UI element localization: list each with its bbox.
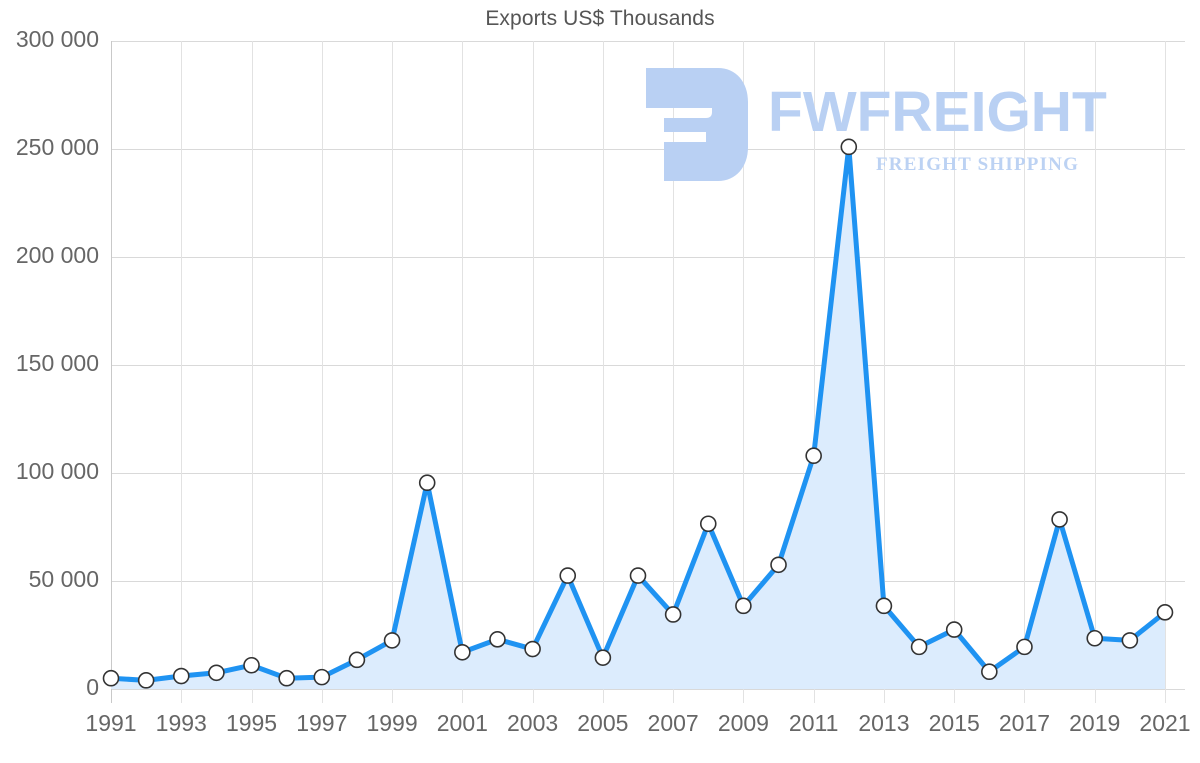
chart-title: Exports US$ Thousands bbox=[485, 7, 715, 30]
data-point-marker[interactable] bbox=[102, 669, 120, 687]
data-point-marker[interactable] bbox=[524, 640, 541, 658]
data-point-marker[interactable] bbox=[137, 672, 155, 689]
x-axis-tick-label: 2013 bbox=[858, 710, 909, 736]
data-point-marker[interactable] bbox=[278, 669, 295, 687]
x-axis-tick-label: 2017 bbox=[999, 710, 1050, 736]
data-point-marker[interactable] bbox=[208, 664, 225, 682]
y-axis-tick-label: 100 000 bbox=[16, 458, 99, 484]
y-axis-tick-label: 300 000 bbox=[16, 26, 99, 52]
data-point-marker[interactable] bbox=[348, 651, 366, 669]
y-axis-tick-label: 50 000 bbox=[29, 566, 99, 592]
data-point-marker[interactable] bbox=[489, 631, 506, 648]
data-point-marker[interactable] bbox=[1016, 638, 1033, 656]
x-axis-tick-label: 2005 bbox=[577, 710, 628, 736]
y-axis-tick-label: 200 000 bbox=[16, 242, 99, 268]
data-point-marker[interactable] bbox=[1051, 511, 1068, 528]
data-point-marker[interactable] bbox=[840, 138, 858, 156]
x-axis-tick-label: 2015 bbox=[929, 710, 980, 736]
x-axis-tick-label: 1999 bbox=[366, 710, 417, 736]
x-axis-tick-label: 1995 bbox=[226, 710, 277, 736]
data-point-marker[interactable] bbox=[875, 597, 893, 615]
x-axis-tick-label: 1993 bbox=[156, 710, 207, 736]
data-point-marker[interactable] bbox=[418, 474, 436, 492]
x-axis-tick-label: 2009 bbox=[718, 710, 769, 736]
data-point-marker[interactable] bbox=[699, 515, 717, 533]
x-axis-tick-label: 2011 bbox=[789, 710, 838, 736]
x-axis-tick-label: 1997 bbox=[296, 710, 347, 736]
data-point-marker[interactable] bbox=[1086, 629, 1104, 647]
y-axis-tick-label: 0 bbox=[86, 674, 99, 700]
data-point-marker[interactable] bbox=[172, 667, 190, 685]
data-point-marker[interactable] bbox=[910, 638, 928, 656]
data-point-marker[interactable] bbox=[559, 567, 577, 584]
data-point-marker[interactable] bbox=[735, 597, 752, 615]
x-axis-tick-label: 2001 bbox=[437, 710, 488, 736]
data-point-marker[interactable] bbox=[454, 643, 471, 661]
data-point-marker[interactable] bbox=[981, 663, 998, 681]
x-axis-tick-label: 2019 bbox=[1069, 710, 1120, 736]
data-point-marker[interactable] bbox=[243, 656, 260, 674]
y-axis-tick-label: 250 000 bbox=[16, 134, 99, 160]
x-axis-tick-label: 2021 bbox=[1139, 710, 1190, 736]
data-point-marker[interactable] bbox=[664, 606, 682, 623]
y-axis-tick-label: 150 000 bbox=[16, 350, 99, 376]
data-point-marker[interactable] bbox=[383, 632, 401, 649]
data-point-marker[interactable] bbox=[594, 649, 612, 666]
data-point-marker[interactable] bbox=[313, 668, 331, 686]
data-point-marker[interactable] bbox=[1156, 604, 1174, 621]
x-axis-tick-label: 2003 bbox=[507, 710, 558, 736]
data-point-marker[interactable] bbox=[805, 447, 822, 465]
x-axis-tick-label: 2007 bbox=[648, 710, 699, 736]
data-point-marker[interactable] bbox=[629, 567, 647, 584]
data-point-marker[interactable] bbox=[945, 621, 963, 638]
x-axis-tick-label: 1991 bbox=[85, 710, 136, 736]
series-area-fill bbox=[111, 146, 1165, 690]
data-point-marker[interactable] bbox=[770, 556, 787, 574]
data-point-marker[interactable] bbox=[1121, 632, 1139, 649]
